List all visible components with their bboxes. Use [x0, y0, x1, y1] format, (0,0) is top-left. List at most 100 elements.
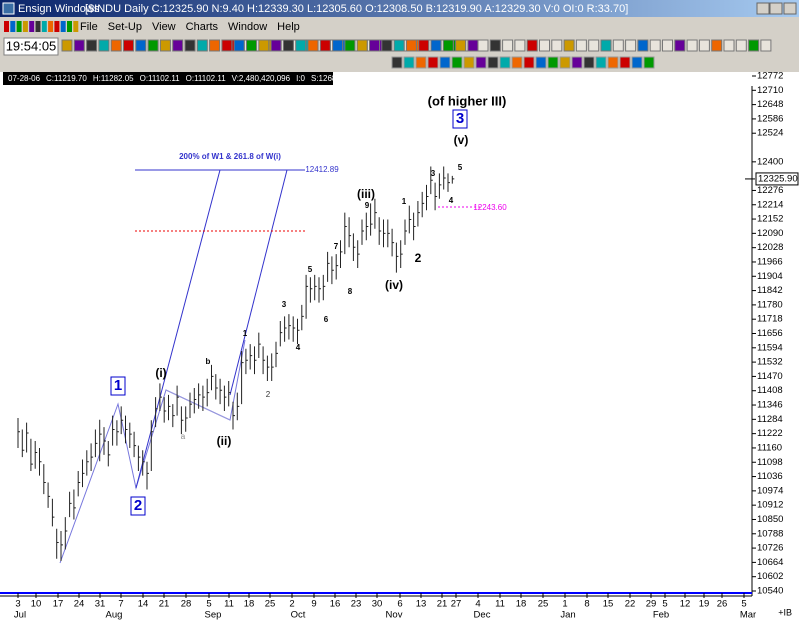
minimize-button[interactable]	[756, 2, 770, 15]
toolbar-button[interactable]	[221, 39, 233, 52]
toolbar-button[interactable]	[575, 39, 587, 52]
toolbar-button[interactable]	[282, 39, 294, 52]
menu-item[interactable]: Set-Up	[108, 21, 142, 33]
toolbar-button[interactable]	[631, 56, 643, 69]
toolbar-button[interactable]	[563, 39, 575, 52]
toolbar-button[interactable]	[514, 39, 526, 52]
toolbar-button[interactable]	[295, 39, 307, 52]
toolbar-button[interactable]	[475, 56, 487, 69]
toolbar-button[interactable]	[547, 56, 559, 69]
toolbar-button[interactable]	[607, 56, 619, 69]
toolbar-button[interactable]	[723, 39, 735, 52]
toolbar-button[interactable]	[698, 39, 710, 52]
toolbar-button[interactable]	[467, 39, 479, 52]
menu-item[interactable]: Window	[228, 21, 267, 33]
toolbar-button[interactable]	[526, 39, 538, 52]
toolbar-button[interactable]	[270, 39, 282, 52]
toolbar-button[interactable]	[67, 21, 72, 32]
toolbar-button[interactable]	[48, 21, 54, 32]
toolbar-button[interactable]	[61, 39, 73, 52]
restore-button[interactable]	[769, 2, 783, 15]
toolbar-button[interactable]	[451, 56, 463, 69]
toolbar-button[interactable]	[735, 39, 747, 52]
toolbar-button[interactable]	[332, 39, 344, 52]
toolbar-button[interactable]	[559, 56, 571, 69]
toolbar-button[interactable]	[511, 56, 523, 69]
toolbar-button[interactable]	[10, 21, 16, 32]
toolbar-button[interactable]	[196, 39, 208, 52]
toolbar-button[interactable]	[307, 39, 319, 52]
toolbar-button[interactable]	[381, 39, 393, 52]
toolbar-button[interactable]	[356, 39, 368, 52]
toolbar-button[interactable]	[233, 39, 245, 52]
toolbar-button[interactable]	[760, 39, 772, 52]
toolbar-button[interactable]	[686, 39, 698, 52]
menu-item[interactable]: Help	[277, 21, 300, 33]
toolbar-button[interactable]	[487, 56, 499, 69]
toolbar-button[interactable]	[551, 39, 563, 52]
toolbar-button[interactable]	[619, 56, 631, 69]
toolbar-button[interactable]	[535, 56, 547, 69]
toolbar-button[interactable]	[4, 21, 9, 32]
toolbar-button[interactable]	[583, 56, 595, 69]
toolbar-button[interactable]	[41, 21, 47, 32]
toolbar-button[interactable]	[60, 21, 66, 32]
toolbar-button[interactable]	[595, 56, 607, 69]
toolbar-button[interactable]	[502, 39, 514, 52]
toolbar-button[interactable]	[110, 39, 122, 52]
toolbar-button[interactable]	[405, 39, 417, 52]
toolbar-button[interactable]	[442, 39, 454, 52]
toolbar-button[interactable]	[54, 21, 60, 32]
toolbar-button[interactable]	[209, 39, 221, 52]
toolbar-button[interactable]	[344, 39, 356, 52]
menu-item[interactable]: File	[80, 21, 98, 33]
toolbar-button[interactable]	[477, 39, 489, 52]
toolbar-button[interactable]	[539, 39, 550, 52]
toolbar-button[interactable]	[86, 39, 98, 52]
toolbar-button[interactable]	[172, 39, 184, 52]
toolbar-button[interactable]	[625, 39, 637, 52]
toolbar-button[interactable]	[649, 39, 661, 52]
toolbar-button[interactable]	[418, 39, 430, 52]
toolbar-button[interactable]	[571, 56, 583, 69]
toolbar-button[interactable]	[184, 39, 196, 52]
toolbar-button[interactable]	[523, 56, 535, 69]
toolbar-button[interactable]	[159, 39, 171, 52]
toolbar-button[interactable]	[73, 21, 79, 32]
toolbar-button[interactable]	[246, 39, 257, 52]
toolbar-button[interactable]	[98, 39, 110, 52]
toolbar-button[interactable]	[637, 39, 649, 52]
toolbar-button[interactable]	[22, 21, 28, 32]
toolbar-button[interactable]	[612, 39, 624, 52]
toolbar-button[interactable]	[463, 56, 475, 69]
toolbar-button[interactable]	[16, 21, 22, 32]
toolbar-button[interactable]	[439, 56, 451, 69]
toolbar-button[interactable]	[147, 39, 159, 52]
toolbar-button[interactable]	[711, 39, 723, 52]
toolbar-button[interactable]	[499, 56, 511, 69]
toolbar-button[interactable]	[369, 39, 380, 52]
toolbar-button[interactable]	[427, 56, 439, 69]
toolbar-button[interactable]	[319, 39, 331, 52]
toolbar-button[interactable]	[258, 39, 270, 52]
toolbar-button[interactable]	[588, 39, 600, 52]
toolbar-button[interactable]	[403, 56, 415, 69]
toolbar-button[interactable]	[73, 39, 85, 52]
toolbar-button[interactable]	[643, 56, 655, 69]
toolbar-button[interactable]	[455, 39, 467, 52]
toolbar-button[interactable]	[662, 39, 673, 52]
toolbar-button[interactable]	[600, 39, 612, 52]
toolbar-button[interactable]	[748, 39, 760, 52]
toolbar-button[interactable]	[674, 39, 686, 52]
menu-item[interactable]: View	[152, 21, 176, 33]
toolbar-button[interactable]	[135, 39, 147, 52]
toolbar-button[interactable]	[35, 21, 41, 32]
toolbar-button[interactable]	[123, 39, 134, 52]
toolbar-button[interactable]	[489, 39, 501, 52]
toolbar-button[interactable]	[393, 39, 405, 52]
toolbar-button[interactable]	[415, 56, 427, 69]
toolbar-button[interactable]	[29, 21, 35, 32]
close-button[interactable]	[783, 2, 797, 15]
toolbar-button[interactable]	[391, 56, 403, 69]
toolbar-button[interactable]	[430, 39, 442, 52]
